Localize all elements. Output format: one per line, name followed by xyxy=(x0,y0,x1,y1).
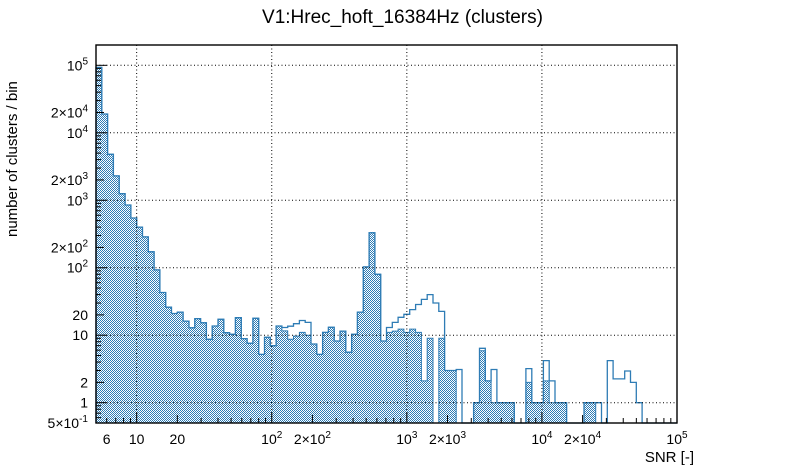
x-axis-title: SNR [-] xyxy=(645,449,694,466)
tick-label-layer: 6 10 20 102 2×102 103 2×103 104 2×104 1051052×104… xyxy=(48,56,688,447)
y-tick-label: 102 xyxy=(67,259,89,276)
plot-title: V1:Hrec_hoft_16384Hz (clusters) xyxy=(262,7,543,28)
x-tick-label: 6 xyxy=(103,431,111,447)
histogram-layer xyxy=(95,66,677,424)
filled-histogram-series xyxy=(95,66,677,424)
y-tick-label: 105 xyxy=(67,56,89,73)
y-tick-label: 104 xyxy=(67,124,89,141)
y-tick-label: 2×104 xyxy=(51,103,89,120)
plot-frame xyxy=(95,44,678,424)
y-tick-label: 1 xyxy=(80,395,88,411)
y-tick-label: 2×102 xyxy=(51,238,89,255)
y-tick-label: 2×103 xyxy=(51,171,89,188)
x-tick-label: 2×104 xyxy=(564,430,602,447)
y-tick-label: 103 xyxy=(67,191,89,208)
y-tick-label: 2 xyxy=(80,374,88,390)
grid-layer xyxy=(96,45,677,423)
x-tick-label: 104 xyxy=(531,430,553,447)
y-tick-label: 20 xyxy=(72,307,88,323)
x-tick-label: 10 xyxy=(129,431,145,447)
y-tick-label: 5×10-1 xyxy=(48,414,89,431)
outline-histogram-series xyxy=(95,66,677,424)
y-tick-label: 10 xyxy=(72,327,88,343)
x-tick-label: 103 xyxy=(396,430,418,447)
y-axis-title: number of clusters / bin xyxy=(4,81,21,237)
x-tick-label: 105 xyxy=(666,430,688,447)
x-tick-label: 2×103 xyxy=(429,430,467,447)
x-tick-label: 20 xyxy=(170,431,186,447)
x-tick-label: 2×102 xyxy=(294,430,332,447)
x-tick-label: 102 xyxy=(261,430,283,447)
tick-layer xyxy=(96,64,678,423)
